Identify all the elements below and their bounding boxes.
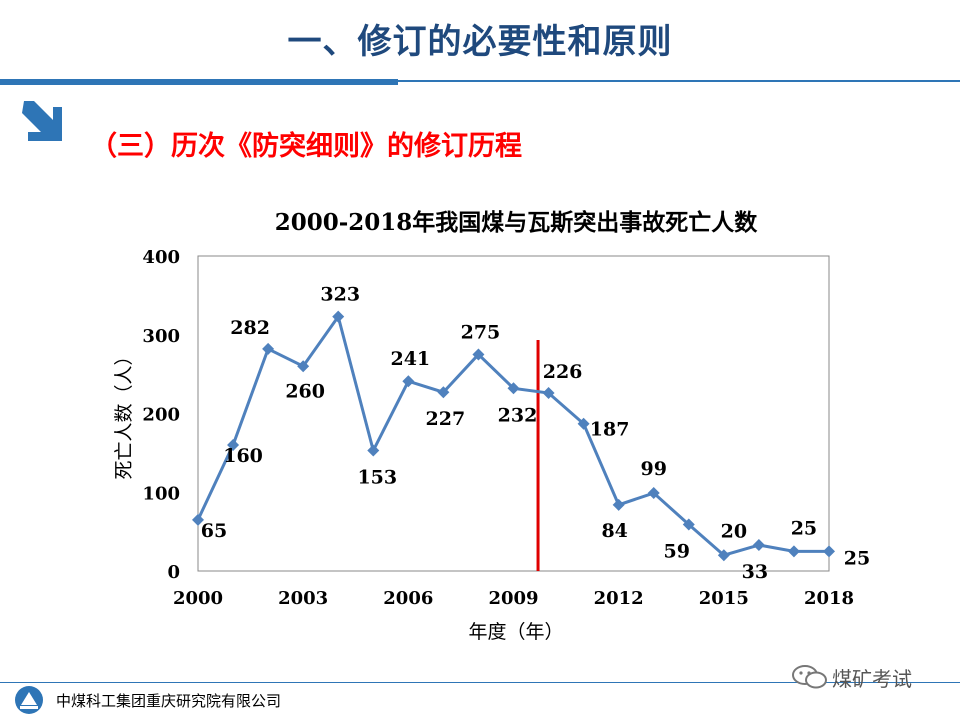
data-label: 153: [357, 467, 397, 489]
x-tick-label: 2000: [173, 588, 223, 609]
data-label: 99: [640, 458, 666, 480]
data-label: 33: [742, 561, 768, 583]
data-label: 260: [285, 380, 325, 402]
x-tick-label: 2015: [699, 588, 749, 609]
data-label: 84: [601, 520, 627, 542]
x-tick-label: 2006: [383, 588, 433, 609]
company-logo-icon: [15, 686, 43, 714]
x-tick-label: 2003: [278, 588, 328, 609]
data-label: 25: [791, 517, 817, 539]
data-label: 275: [461, 321, 501, 343]
y-axis-label: 死亡人数（人）: [113, 346, 135, 479]
data-label: 59: [664, 541, 690, 563]
data-label: 232: [498, 404, 538, 426]
data-point: [227, 439, 240, 451]
data-point: [297, 360, 310, 373]
y-tick-label: 0: [167, 562, 180, 583]
x-tick-label: 2012: [594, 588, 644, 609]
data-point: [507, 382, 520, 395]
data-point: [752, 539, 765, 552]
y-tick-label: 200: [142, 405, 180, 426]
data-point: [823, 545, 835, 558]
wechat-watermark: 煤矿考试: [790, 660, 912, 694]
title-underline: [0, 79, 398, 85]
data-label: 160: [223, 445, 263, 467]
data-point: [472, 348, 485, 361]
data-point: [647, 487, 660, 500]
data-point: [367, 444, 380, 457]
data-label: 65: [201, 520, 227, 542]
data-point: [192, 513, 204, 526]
data-point: [542, 387, 555, 400]
y-tick-label: 300: [142, 326, 180, 347]
y-tick-label: 400: [142, 247, 180, 268]
arrow-icon: [22, 101, 62, 141]
x-tick-label: 2009: [488, 588, 538, 609]
line-chart: 2000-2018年我国煤与瓦斯突出事故死亡人数 0 100 200 300 400 2…: [113, 209, 870, 643]
section-subtitle: （三）历次《防突细则》的修订历程: [90, 131, 522, 162]
data-label: 323: [320, 284, 360, 306]
data-label: 20: [721, 520, 747, 542]
x-tick-label: 2018: [804, 588, 854, 609]
slide-title: 一、修订的必要性和原则: [287, 22, 673, 62]
watermark-text: 煤矿考试: [832, 666, 912, 691]
chart-title: 2000-2018年我国煤与瓦斯突出事故死亡人数: [275, 209, 759, 236]
data-label: 282: [230, 317, 270, 339]
footer-divider: [0, 682, 960, 683]
title-rule: [398, 80, 960, 82]
data-point: [682, 518, 695, 531]
company-name: 中煤科工集团重庆研究院有限公司: [56, 692, 282, 710]
data-label: 241: [390, 348, 430, 370]
data-label: 226: [543, 361, 583, 383]
data-label: 227: [426, 408, 466, 430]
y-tick-label: 100: [142, 483, 180, 504]
x-axis-label: 年度（年）: [468, 621, 563, 643]
data-point: [402, 375, 415, 388]
data-point: [787, 545, 800, 558]
data-point: [332, 310, 345, 323]
data-point: [717, 549, 730, 562]
data-point: [437, 386, 450, 399]
data-point: [262, 342, 275, 355]
data-point: [612, 498, 625, 511]
wechat-icon: [792, 665, 827, 689]
data-label: 25: [844, 547, 870, 569]
data-point: [577, 417, 590, 430]
plot-area: [197, 255, 830, 572]
data-label: 187: [590, 419, 630, 441]
